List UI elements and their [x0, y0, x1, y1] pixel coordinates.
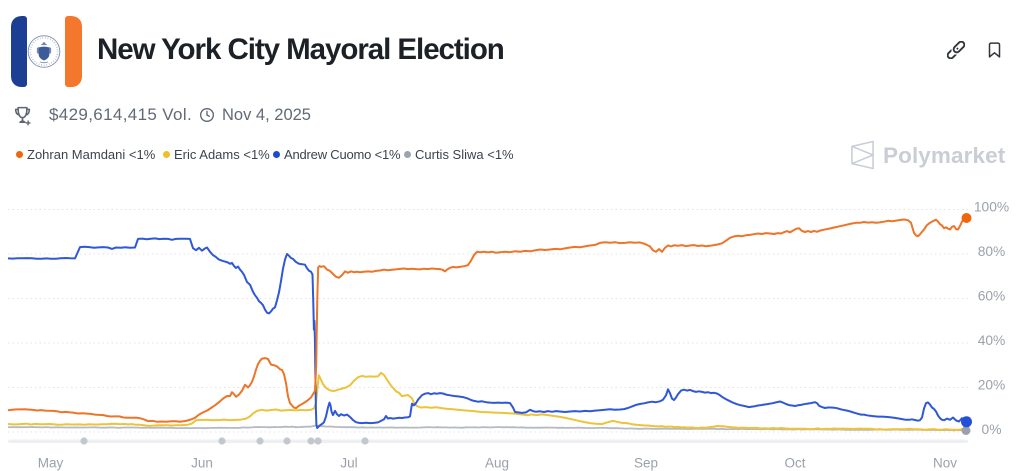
svg-text:60%: 60% [978, 288, 1006, 303]
svg-text:Oct: Oct [784, 456, 805, 471]
svg-text:100%: 100% [974, 199, 1009, 214]
svg-text:Jun: Jun [191, 456, 213, 471]
svg-text:20%: 20% [978, 377, 1006, 392]
svg-text:Jul: Jul [340, 456, 357, 471]
svg-text:Aug: Aug [485, 456, 509, 471]
svg-text:0%: 0% [982, 422, 1002, 437]
svg-text:Sep: Sep [634, 456, 658, 471]
svg-text:80%: 80% [978, 244, 1006, 259]
svg-text:May: May [38, 456, 64, 471]
svg-text:Nov: Nov [933, 456, 957, 471]
svg-text:40%: 40% [978, 333, 1006, 348]
